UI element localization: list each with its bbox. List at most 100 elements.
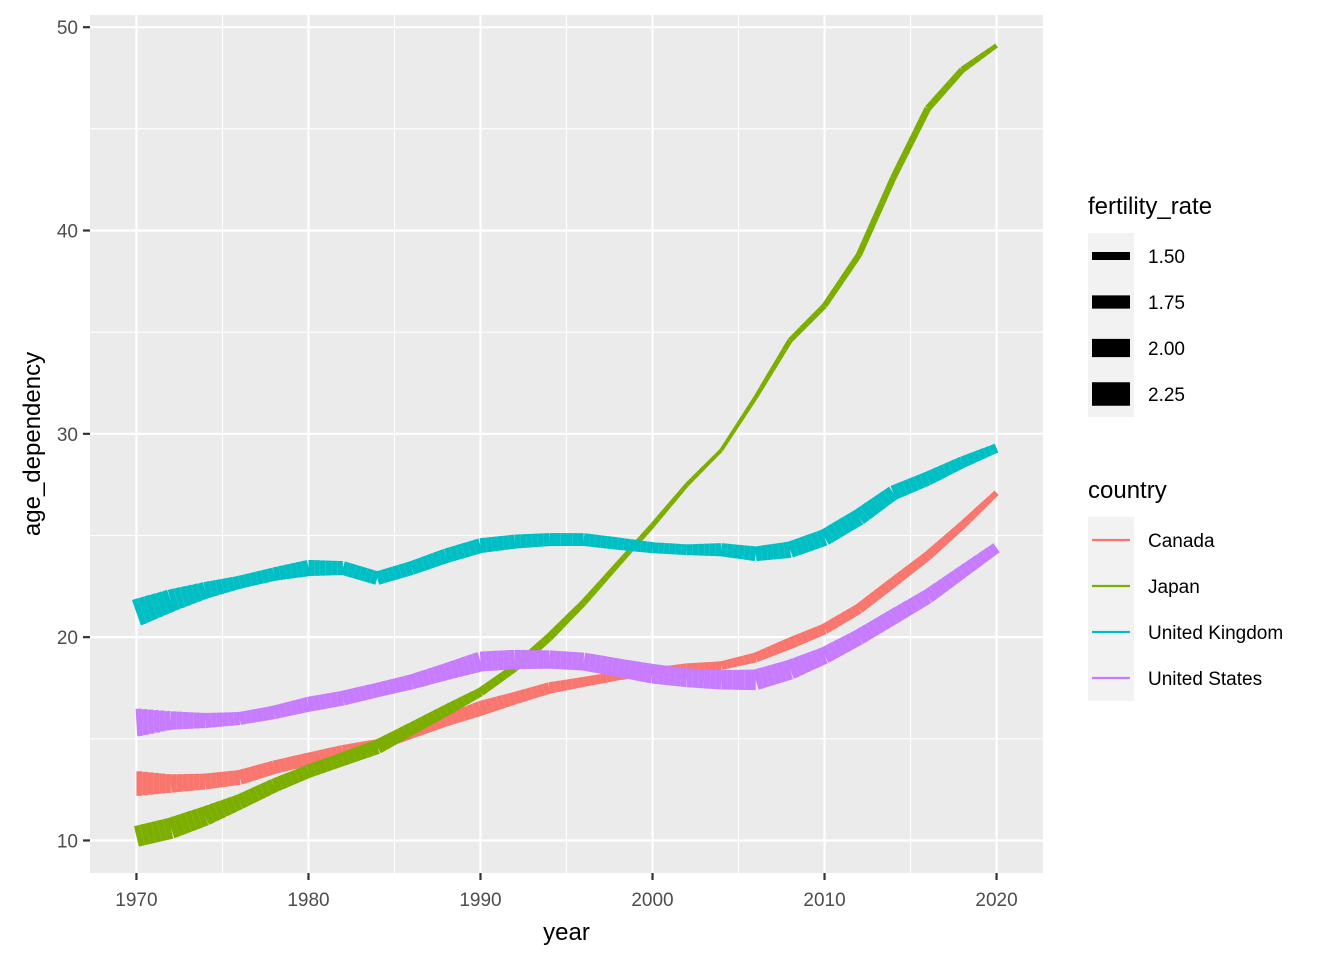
series-line-segment <box>214 578 225 596</box>
series-line-segment <box>668 666 677 686</box>
series-line-segment <box>191 583 203 603</box>
series-line-segment <box>720 543 728 558</box>
series-line-segment <box>432 665 443 683</box>
x-tick-label: 1990 <box>459 890 501 911</box>
series-line-segment <box>633 661 643 682</box>
series-line-segment <box>848 510 864 528</box>
series-line-segment <box>611 536 619 550</box>
series-line-segment <box>918 590 932 607</box>
series-line-segment <box>197 582 208 601</box>
series-line-segment <box>776 348 787 361</box>
series-line-segment <box>861 227 874 244</box>
series-line-segment <box>449 659 461 679</box>
series-line-segment <box>478 699 489 716</box>
series-line-segment <box>854 506 870 524</box>
series-line-segment <box>207 802 221 823</box>
series-line-segment <box>907 130 920 145</box>
series-line-segment <box>947 527 960 539</box>
series-line-segment <box>714 448 723 458</box>
series-line-segment <box>404 674 414 691</box>
series-line-segment <box>558 617 570 629</box>
series-line-segment <box>502 535 510 551</box>
series-line-segment <box>346 688 357 704</box>
axes-layer: 1970 1980 1990 2000 2010 2020 10 20 30 40 50 <box>57 18 1018 911</box>
series-line-segment <box>489 696 500 712</box>
series-line-segment <box>575 600 587 611</box>
series-line-segment <box>748 396 758 408</box>
series-line-segment <box>844 607 856 620</box>
series-line-segment <box>582 533 591 547</box>
series-line-segment <box>816 529 828 548</box>
series-line-segment <box>901 565 914 578</box>
series-line-segment <box>438 714 449 729</box>
series-line-segment <box>289 562 299 579</box>
series-line-segment <box>702 460 712 469</box>
series-line-segment <box>640 540 648 553</box>
series-line-segment <box>981 547 995 561</box>
series-line-segment <box>219 798 232 817</box>
series-line-segment <box>605 672 614 683</box>
series-line-segment <box>913 474 925 490</box>
series-line-segment <box>965 511 977 523</box>
series-line-segment <box>866 620 881 638</box>
series-line-segment <box>781 660 793 681</box>
series-line-segment <box>541 682 551 696</box>
series-line-segment <box>329 754 340 770</box>
series-line-segment <box>646 541 654 554</box>
series-line-segment <box>261 706 270 721</box>
series-line-segment <box>167 588 180 612</box>
series-line-segment <box>226 576 236 592</box>
series-line-segment <box>375 569 385 585</box>
series-line-segment <box>742 404 752 417</box>
series-line-segment <box>758 666 771 688</box>
series-line-segment <box>673 489 683 500</box>
series-line-segment <box>249 708 259 723</box>
series-line-segment <box>708 454 717 464</box>
series-line-segment <box>877 613 892 631</box>
series-line-segment <box>843 513 858 532</box>
series-line-segment <box>178 812 192 834</box>
series-line-segment <box>461 541 472 558</box>
series-line-segment <box>816 303 827 314</box>
series-line-segment <box>485 537 493 553</box>
series-line-segment <box>266 567 276 582</box>
series-line-segment <box>317 758 328 774</box>
series-line-segment <box>472 538 483 555</box>
series-line-segment <box>924 547 937 560</box>
series-line-segment <box>877 490 893 508</box>
series-line-segment <box>809 649 823 669</box>
series-line-segment <box>225 796 238 815</box>
series-line-segment <box>432 717 443 731</box>
series-line-segment <box>878 582 891 596</box>
series-line-segment <box>833 614 845 627</box>
series-line-segment <box>890 164 902 180</box>
series-line-segment <box>855 600 868 613</box>
series-line-segment <box>896 569 908 582</box>
series-line-segment <box>948 459 960 474</box>
series-line-segment <box>386 566 397 582</box>
series-line-segment <box>656 510 666 521</box>
series-line-segment <box>799 321 810 331</box>
series-line-segment <box>783 541 792 559</box>
series-line-segment <box>179 585 191 607</box>
series-line-segment <box>942 461 954 477</box>
series-line-segment <box>859 502 876 520</box>
series-line-segment <box>565 678 574 691</box>
series-line-segment <box>312 750 322 764</box>
series-line-segment <box>352 564 363 580</box>
series-line-segment <box>582 652 592 672</box>
series-line-segment <box>479 537 488 554</box>
series-line-segment <box>948 74 959 85</box>
series-line-segment <box>804 533 816 552</box>
y-tick-label: 20 <box>57 628 78 649</box>
series-line-segment <box>929 582 944 599</box>
series-line-segment <box>764 665 776 687</box>
series-line-segment <box>913 118 926 134</box>
y-tick-label: 40 <box>57 222 78 243</box>
series-line-segment <box>443 661 455 680</box>
series-line-segment <box>770 357 781 371</box>
series-line-segment <box>610 562 621 573</box>
series-line-segment <box>588 533 596 548</box>
series-line-segment <box>363 742 374 758</box>
series-line-segment <box>437 705 449 719</box>
